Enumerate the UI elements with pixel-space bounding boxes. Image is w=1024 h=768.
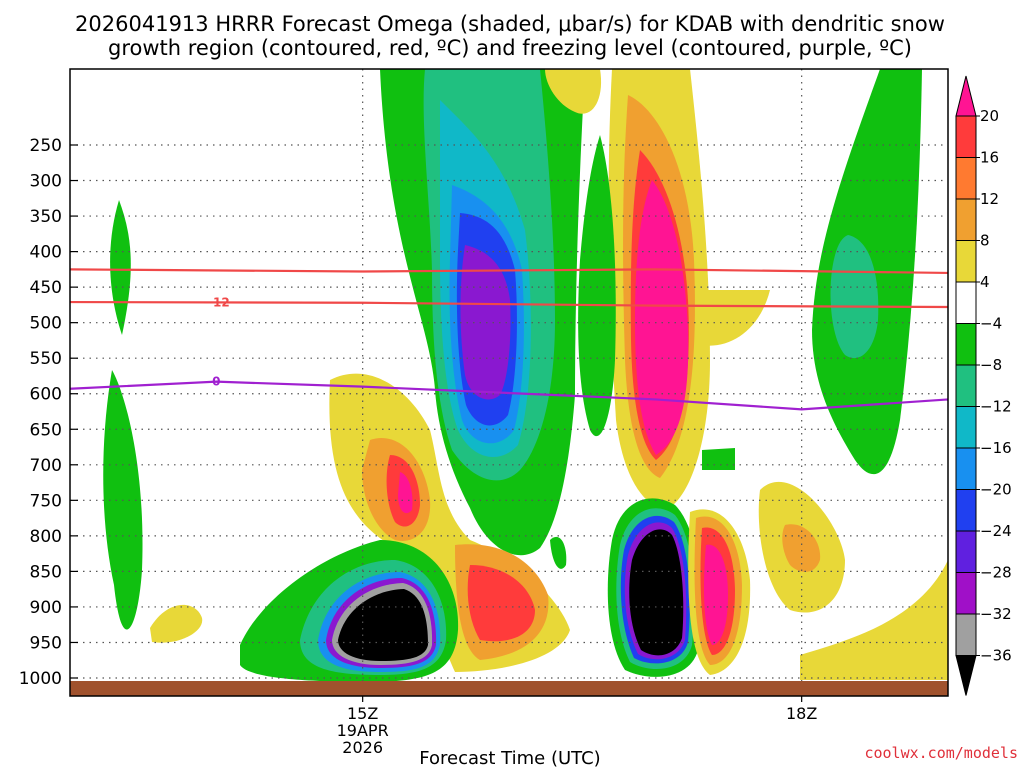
omega-region-lowrising-a-black (338, 589, 428, 661)
y-tick-label: 400 (30, 243, 62, 263)
y-tick-label: 250 (30, 136, 62, 156)
y-tick-label: 450 (30, 278, 62, 298)
y-tick-label: 500 (30, 314, 62, 334)
omega-region-small-green-patch (702, 448, 735, 470)
contour-label-freezing-0: 0 (212, 375, 220, 389)
y-tick-label: 950 (30, 633, 62, 653)
omega-region-west-sinking (150, 604, 203, 643)
colorbar-bottom-triangle (955, 655, 977, 696)
colorbar-label: 12 (980, 190, 999, 208)
colorbar-bin (955, 115, 977, 158)
x-tick-label: 2026 (342, 738, 383, 757)
chart-title-line-2: growth region (contoured, red, ºC) and f… (108, 36, 912, 60)
y-tick-label: 550 (30, 349, 62, 369)
colorbar-bin (955, 323, 977, 366)
colorbar-bin (955, 572, 977, 615)
colorbar-label: −24 (980, 522, 1012, 540)
colorbar-bin (955, 406, 977, 449)
y-tick-label: 1000 (19, 669, 62, 689)
colorbar-label: 4 (980, 273, 990, 291)
omega-region-loweast-magenta (704, 544, 728, 645)
y-tick-label: 650 (30, 420, 62, 440)
x-tick-label: 19APR (337, 721, 389, 740)
colorbar-bin (955, 613, 977, 656)
y-tick-label: 750 (30, 491, 62, 511)
contours: −18−18−12−12−12000 (70, 268, 948, 411)
ground-strip (70, 681, 948, 696)
grid (70, 69, 948, 681)
colorbar: 20 16 12 8 4 −4 −8 −12 −16 −20 −24 −28 −32 −36 (955, 75, 1012, 696)
omega-region-mid-left-green (578, 135, 616, 437)
colorbar-label: −20 (980, 481, 1012, 499)
plot-border (69, 68, 949, 697)
y-tick-label: 600 (30, 385, 62, 405)
contour-label-dgz-12: −12 (203, 295, 230, 309)
omega-region-upper-yellow-sliver (545, 69, 602, 114)
colorbar-bin (955, 198, 977, 241)
omega-region-main-purple (460, 245, 511, 400)
y-tick-label: 700 (30, 456, 62, 476)
omega-region-east-yellow (700, 290, 770, 346)
y-axis: 250 300 350 400 450 500 550 600 650 700 750 800 850 9… (19, 136, 78, 689)
x-tick-label: 18Z (786, 704, 817, 723)
colorbar-bin (955, 530, 977, 573)
y-tick-label: 850 (30, 562, 62, 582)
y-tick-label: 800 (30, 527, 62, 547)
colorbar-label: 16 (980, 149, 999, 167)
contour-dgz-18 (70, 268, 948, 275)
y-tick-label: 350 (30, 207, 62, 227)
omega-shading (103, 69, 948, 682)
colorbar-bin (955, 240, 977, 283)
colorbar-label: −16 (980, 439, 1012, 457)
y-tick-label: 300 (30, 172, 62, 192)
colorbar-label: 8 (980, 232, 990, 250)
omega-region-bottom-green-patch (550, 536, 567, 569)
colorbar-top-triangle (955, 75, 977, 117)
colorbar-bin (955, 157, 977, 200)
colorbar-bin (955, 447, 977, 490)
x-axis-title: Forecast Time (UTC) (419, 748, 600, 768)
omega-region-lowcenter-red (467, 565, 535, 642)
colorbar-bin (955, 489, 977, 532)
omega-region-bottom-right-yellow (800, 560, 948, 680)
contour-dgz-12 (70, 300, 948, 309)
colorbar-label: 20 (980, 107, 999, 125)
source-credit[interactable]: coolwx.com/models (864, 744, 1018, 762)
x-tick-label: 15Z (347, 704, 378, 723)
omega-region-lowrising-b-black (629, 529, 684, 656)
omega-region-lowleft-magenta (398, 472, 413, 514)
omega-region-east-teal (830, 235, 879, 359)
colorbar-label: −28 (980, 564, 1012, 582)
colorbar-label: −36 (980, 647, 1012, 665)
colorbar-bin (955, 281, 977, 324)
colorbar-label: −32 (980, 605, 1012, 623)
contour-freezing-0 (70, 380, 948, 411)
colorbar-label: −4 (980, 315, 1002, 333)
colorbar-label: −8 (980, 356, 1002, 374)
omega-region-mid-magenta (635, 180, 689, 455)
colorbar-bin (955, 364, 977, 407)
y-tick-label: 900 (30, 598, 62, 618)
x-axis: 15Z19APR202618Z21Z00Z20APR03Z06Z (337, 696, 817, 757)
colorbar-label: −12 (980, 398, 1012, 416)
chart-title-line-1: 2026041913 HRRR Forecast Omega (shaded, … (75, 12, 945, 36)
